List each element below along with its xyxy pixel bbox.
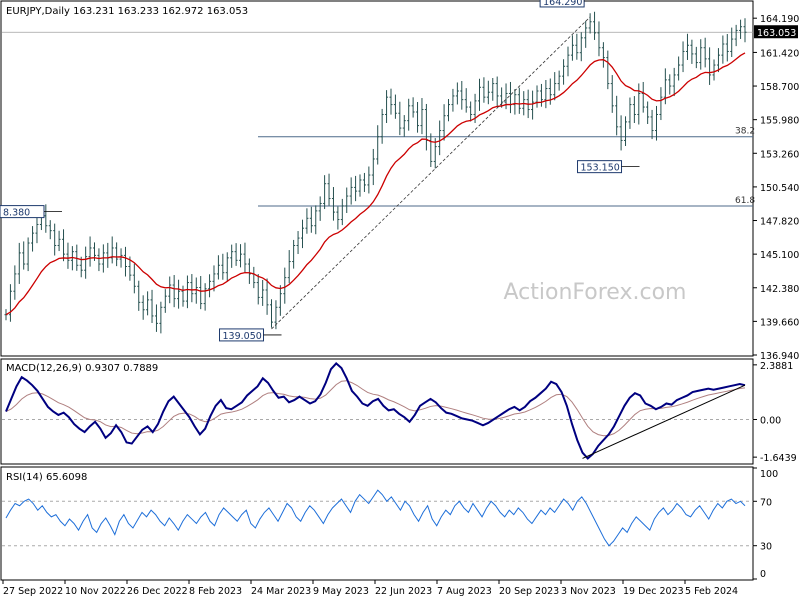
x-tick-label: 26 Dec 2022	[127, 586, 188, 597]
y-tick-label: 150.540	[760, 183, 799, 194]
rsi-y-tick-label: 70	[760, 497, 772, 508]
level-label: 153.150	[581, 163, 620, 174]
fib-label: 38.2	[735, 127, 755, 137]
x-tick-label: 5 Feb 2024	[685, 586, 738, 597]
rsi-y-tick-label: 30	[760, 542, 772, 553]
macd-trend-line	[582, 384, 746, 459]
y-tick-label: 158.700	[760, 82, 799, 93]
y-tick-label: 136.940	[760, 351, 799, 362]
x-tick-label: 19 Dec 2023	[623, 586, 684, 597]
moving-average-line	[5, 52, 746, 316]
watermark: ActionForex.com	[504, 280, 687, 305]
x-tick-label: 9 May 2023	[313, 586, 369, 597]
x-tick-label: 27 Sep 2022	[3, 586, 63, 597]
last-price-label: 163.053	[757, 28, 796, 39]
x-tick-label: 7 Aug 2023	[437, 586, 492, 597]
main-panel	[0, 0, 754, 357]
macd-y-tick-label: -1.6439	[760, 453, 797, 464]
rsi-line	[5, 489, 746, 547]
rsi-y-tick-label: 100	[760, 469, 778, 480]
y-tick-label: 155.980	[760, 116, 799, 127]
macd-panel	[0, 358, 754, 465]
rsi-panel	[0, 466, 754, 581]
y-tick-label: 145.100	[760, 250, 799, 261]
x-tick-label: 24 Mar 2023	[251, 586, 311, 597]
macd-header: MACD(12,26,9) 0.9307 0.7889	[6, 363, 158, 374]
macd-y-tick-label: 0.00	[760, 416, 781, 427]
y-tick-label: 142.380	[760, 284, 799, 295]
level-label: 8.380	[3, 208, 30, 219]
fib-label: 61.8	[735, 196, 755, 206]
y-tick-label: 161.420	[760, 48, 799, 59]
x-tick-label: 3 Nov 2023	[561, 586, 616, 597]
x-tick-label: 10 Nov 2022	[65, 586, 126, 597]
rsi-header: RSI(14) 65.6098	[6, 472, 87, 483]
y-tick-label: 153.260	[760, 149, 799, 160]
last-price-box	[754, 25, 798, 39]
y-tick-label: 139.660	[760, 317, 799, 328]
level-label: 139.050	[223, 331, 262, 342]
rsi-y-tick-label: 0	[760, 569, 766, 580]
macd-line	[5, 362, 746, 460]
macd-y-tick-label: 2.3881	[760, 361, 793, 372]
price-header: EURJPY,Daily 163.231 163.233 162.972 163…	[6, 6, 248, 17]
y-tick-label: 164.190	[760, 14, 799, 25]
x-tick-label: 20 Sep 2023	[499, 586, 559, 597]
trend-line	[271, 16, 591, 330]
macd-signal-line	[5, 380, 746, 437]
y-tick-label: 147.820	[760, 217, 799, 228]
level-label: 164.290	[543, 0, 582, 8]
x-tick-label: 8 Feb 2023	[189, 586, 242, 597]
x-tick-label: 22 Jun 2023	[375, 586, 432, 597]
